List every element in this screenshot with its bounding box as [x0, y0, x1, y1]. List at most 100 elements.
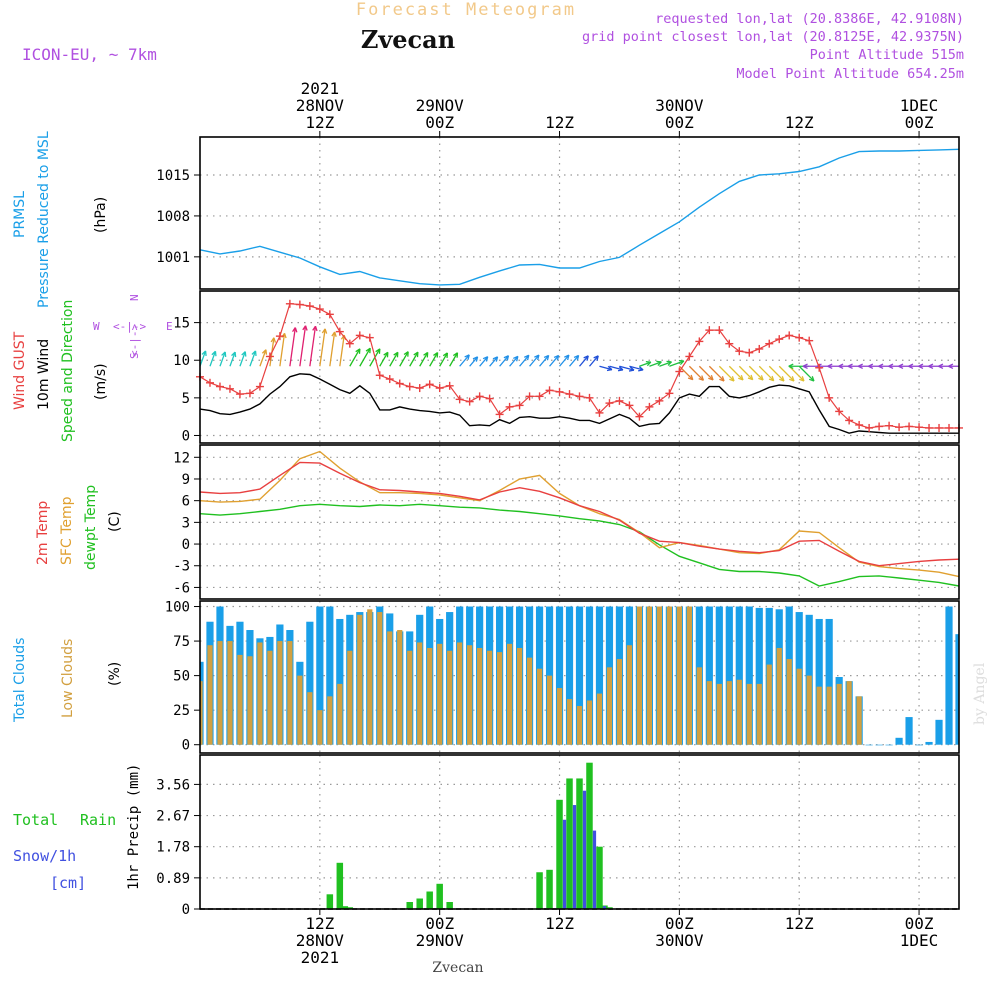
arrow-shaft — [599, 365, 613, 371]
wind-direction-arrow — [409, 351, 419, 367]
arrow-head — [234, 352, 237, 358]
arrow-head — [596, 355, 599, 361]
arrow-head — [789, 378, 795, 382]
y-tick-label: 0 — [182, 537, 190, 553]
y-tick-label: 1001 — [156, 250, 190, 266]
arrow-head — [292, 327, 296, 333]
wind-direction-arrow — [649, 360, 662, 367]
total-cloud-bar — [915, 744, 923, 746]
gust-point — [675, 367, 684, 376]
gust-point — [595, 408, 604, 417]
wind-direction-arrow — [209, 350, 217, 367]
low-cloud-bar — [267, 650, 273, 745]
gust-point — [325, 310, 334, 319]
rain-bar — [566, 778, 573, 909]
gust-point — [555, 387, 564, 396]
gust-point — [915, 423, 924, 432]
low-cloud-bar — [626, 645, 633, 745]
arrow-head — [526, 355, 530, 361]
arrow-head — [485, 356, 489, 362]
arrow-head — [768, 378, 774, 382]
y-tick-label: 1008 — [156, 209, 190, 225]
arrow-head — [656, 360, 662, 363]
arrow-shaft — [329, 331, 336, 367]
arrow-head — [847, 363, 853, 367]
arrow-head — [788, 365, 794, 370]
arrow-shaft — [339, 335, 345, 367]
arrow-head — [617, 369, 624, 372]
arrow-shaft — [619, 365, 635, 371]
arrow-head — [314, 325, 318, 332]
gust-point — [365, 333, 374, 342]
gust-point — [735, 347, 744, 356]
wind-direction-arrow — [549, 354, 560, 367]
wind-direction-arrow — [898, 363, 910, 370]
gust-point — [635, 412, 644, 421]
arrow-shaft — [359, 347, 371, 367]
arrow-head — [231, 351, 236, 357]
arrow-head — [690, 374, 694, 380]
low-cloud-bar — [287, 641, 293, 745]
arrow-head — [452, 352, 458, 357]
gust-point — [255, 382, 264, 391]
arrow-head — [679, 360, 685, 366]
arrow-shaft — [669, 360, 685, 367]
wind-direction-arrow — [748, 365, 764, 381]
arrow-head — [383, 351, 389, 356]
temp-labels: 2m Temp SFC Temp dewpt Temp (C) — [35, 485, 123, 570]
gust-point — [415, 384, 424, 393]
arrow-head — [472, 356, 478, 360]
gust-point — [205, 378, 214, 387]
gust-point — [705, 326, 714, 335]
arrow-shaft — [349, 348, 361, 367]
total-cloud-bar — [895, 737, 903, 745]
low-cloud-bar — [856, 696, 862, 745]
low-cloud-bar — [227, 641, 233, 745]
low-cloud-bar — [656, 606, 662, 745]
rain-bar — [336, 862, 344, 909]
wind-direction-arrow — [938, 363, 950, 370]
arrow-head — [254, 350, 257, 356]
bottom-time-label: 28NOV — [296, 931, 345, 950]
compass-arrows: <-|-> — [113, 320, 146, 333]
wind-direction-arrow — [619, 365, 635, 372]
arrow-head — [838, 363, 844, 367]
precip-axes: 0 0.89 1.78 2.67 3.56 — [156, 755, 959, 918]
gust-point — [715, 326, 724, 335]
arrow-head — [928, 363, 934, 367]
low-cloud-bar — [200, 681, 203, 745]
low-cloud-bar — [457, 642, 463, 745]
low-cloud-bar — [347, 650, 353, 745]
arrow-shaft — [309, 326, 317, 367]
total-cloud-bar — [316, 606, 324, 745]
low-cloud-bar — [836, 683, 842, 745]
wind-direction-arrow — [888, 363, 900, 370]
wind-10m-line — [199, 373, 959, 434]
wind-direction-arrow — [588, 355, 599, 367]
arrow-shaft — [459, 354, 470, 367]
arrow-shaft — [728, 365, 744, 381]
arrow-head — [847, 365, 853, 370]
rain-bar — [586, 762, 593, 909]
cloud-labels: Total Clouds Low Clouds (%) — [12, 638, 123, 723]
clouds-axes: 0 25 50 75 100 — [165, 600, 959, 754]
arrow-shaft — [229, 351, 236, 367]
bottom-time-label: 12Z — [545, 914, 574, 933]
supertitle: Forecast Meteogram — [356, 0, 576, 20]
rain-bar — [341, 906, 349, 909]
wind-direction-arrow — [908, 363, 920, 370]
compass-s: S — [128, 352, 141, 359]
gust-point — [395, 379, 404, 388]
gust-point — [215, 382, 224, 391]
cloud-bars — [200, 606, 959, 746]
arrow-shaft — [768, 365, 785, 382]
gust-point — [845, 416, 854, 425]
arrow-shaft — [629, 365, 644, 371]
arrow-head — [283, 333, 287, 339]
arrow-head — [334, 331, 337, 337]
wind-direction-arrow — [419, 351, 429, 367]
wind-direction-arrow — [599, 365, 613, 372]
gust-point — [645, 402, 654, 411]
arrow-head — [607, 365, 613, 371]
arrow-shaft — [688, 365, 704, 381]
